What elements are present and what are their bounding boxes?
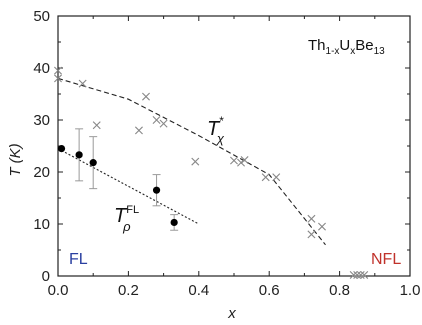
cross-stroke xyxy=(356,270,365,279)
x-tick-label: 0.2 xyxy=(118,282,139,299)
x-tick-label: 0.8 xyxy=(329,282,350,299)
cross-stroke xyxy=(54,74,62,83)
t-star-point xyxy=(142,92,150,101)
cross-stroke xyxy=(237,158,246,167)
t-star-point xyxy=(237,158,246,167)
cross-stroke xyxy=(360,270,369,279)
cross-stroke xyxy=(349,270,358,279)
y-tick-label: 20 xyxy=(33,164,50,181)
t-star-point xyxy=(307,214,316,223)
fit-lines xyxy=(57,77,326,246)
t-star-point xyxy=(134,126,143,135)
y-tick-label: 50 xyxy=(33,8,50,25)
cross-stroke xyxy=(92,121,101,130)
y-axis-title: T (K) xyxy=(7,143,24,176)
x-tick-label: 1.0 xyxy=(400,282,421,299)
t-star-point xyxy=(307,230,316,239)
cross-stroke xyxy=(142,92,150,101)
t-star-point xyxy=(230,156,238,165)
data-marks xyxy=(54,66,369,279)
t-star-point xyxy=(54,74,62,83)
cross-stroke xyxy=(78,79,87,88)
t-star-point xyxy=(191,157,200,166)
x-tick-label: 0.4 xyxy=(188,282,209,299)
t-fl-point xyxy=(152,186,161,194)
cross-stroke xyxy=(318,222,326,231)
t-star-point xyxy=(54,66,62,75)
t-star-fit-line xyxy=(57,77,326,246)
fl-region-label: FL xyxy=(69,251,88,268)
t-fl-point xyxy=(75,151,83,159)
cross-stroke xyxy=(353,270,362,279)
t-star-point xyxy=(349,270,358,279)
plot-frame xyxy=(57,15,411,277)
cross-stroke xyxy=(240,156,249,165)
t-star-point xyxy=(159,119,168,128)
cross-stroke xyxy=(54,66,62,75)
x-tick-label: 0.6 xyxy=(259,282,280,299)
cross-stroke xyxy=(261,173,270,182)
t-fl-point xyxy=(89,159,97,167)
t-star-chi-label: T* χ xyxy=(207,114,225,146)
t-star-point xyxy=(92,121,101,130)
t-star-point xyxy=(353,270,362,279)
t-fl-point xyxy=(170,218,178,227)
t-star-point xyxy=(356,270,365,279)
t-star-point xyxy=(261,173,270,182)
plot-border xyxy=(57,15,411,277)
y-tick-label: 10 xyxy=(33,216,50,233)
cross-stroke xyxy=(152,116,161,124)
nfl-region-label: NFL xyxy=(371,251,401,268)
y-tick-label: 40 xyxy=(33,60,50,77)
cross-stroke xyxy=(191,157,200,166)
cross-stroke xyxy=(307,214,316,223)
cross-stroke xyxy=(307,230,316,239)
t-star-point xyxy=(240,156,249,165)
t-star-point xyxy=(272,173,281,182)
t-fl-rho-label: TFL ρ xyxy=(114,204,139,234)
t-star-point xyxy=(152,116,161,124)
x-axis: 0.0 0.2 0.4 0.6 0.8 1.0 xyxy=(48,16,421,299)
x-axis-title: x xyxy=(227,305,236,322)
t-star-point xyxy=(318,222,326,231)
t-fl-point xyxy=(57,145,66,153)
compound-label: Th1-xUxBe13 xyxy=(308,37,385,57)
t-star-point xyxy=(78,79,87,88)
cross-stroke xyxy=(159,119,168,128)
cross-stroke xyxy=(230,156,238,165)
t-fl-fit-line xyxy=(57,148,200,225)
y-tick-label: 30 xyxy=(33,112,50,129)
cross-stroke xyxy=(272,173,281,182)
t-star-point xyxy=(360,270,369,279)
y-tick-label: 0 xyxy=(42,268,50,285)
cross-stroke xyxy=(134,126,143,135)
x-tick-label: 0.0 xyxy=(48,282,69,299)
